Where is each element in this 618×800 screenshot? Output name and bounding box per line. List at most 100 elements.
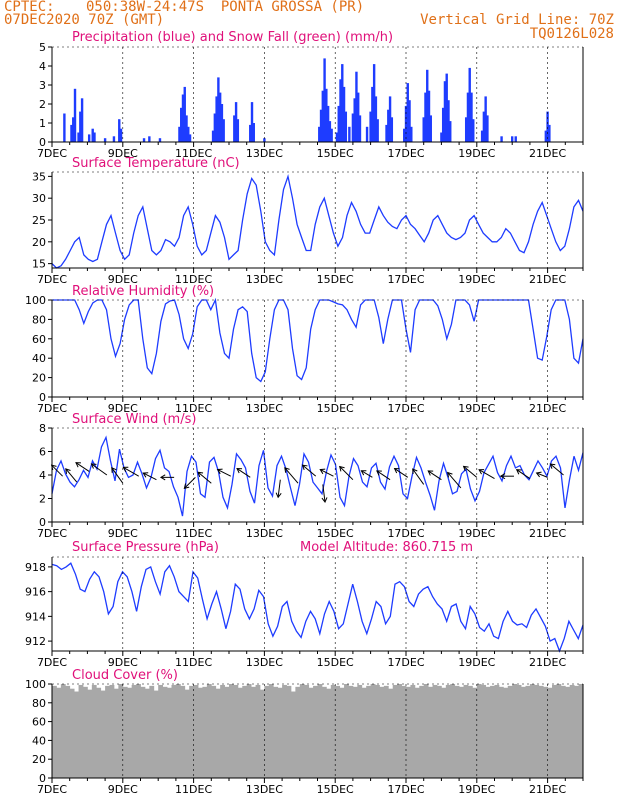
x-tick-label: 15DEC (317, 147, 354, 160)
y-tick-label: 1 (39, 117, 46, 130)
x-tick-label: 7DEC (37, 656, 67, 669)
cloud-bar (423, 684, 429, 778)
y-tick-label: 4 (39, 60, 46, 73)
cloud-bar (127, 687, 133, 778)
precip-bar (249, 124, 252, 142)
cloud-bar (65, 685, 71, 778)
precip-bar (218, 92, 222, 142)
wind-arrow (360, 470, 373, 478)
cloud-bar (295, 686, 301, 778)
pressure-line (51, 562, 584, 653)
temp-line (51, 173, 584, 269)
cloud-bar (171, 684, 177, 778)
cloud-bar (419, 685, 425, 778)
precip-bar (369, 111, 372, 142)
precip-bar (548, 124, 551, 142)
cloud-bar (543, 686, 548, 778)
precip-bar (77, 132, 80, 142)
cloud-bar (290, 691, 296, 778)
y-tick-label: 5 (39, 41, 46, 54)
cloud-bar (512, 684, 518, 778)
precip-bar (388, 96, 392, 142)
x-tick-label: 21DEC (529, 656, 566, 669)
y-tick-label: 30 (32, 192, 46, 205)
cloud-bar (96, 687, 102, 778)
cloud-bar (472, 687, 478, 778)
precip-bar (236, 119, 240, 142)
cloud-bar (317, 684, 323, 778)
cloud-bar (516, 684, 522, 778)
x-tick-label: 13DEC (246, 656, 283, 669)
x-tick-label: 7DEC (37, 273, 67, 286)
cloud-bar (193, 684, 199, 778)
rh-panel: Relative Humidity (%) 0 20 40 60 80 100 7DEC 9DE… (25, 284, 584, 415)
cloud-bar (529, 684, 535, 778)
precip-bar (181, 94, 185, 142)
precip-bar (342, 86, 346, 142)
cloud-bar (69, 688, 75, 778)
cloud-bar (383, 685, 389, 778)
x-tick-label: 7DEC (37, 783, 67, 796)
x-tick-label: 17DEC (387, 402, 424, 415)
cloud-bar (313, 685, 318, 778)
wind-arrow (197, 471, 212, 484)
cloud-bar (375, 684, 380, 778)
cloud-bar (149, 685, 155, 778)
y-tick-label: 80 (32, 697, 46, 710)
cloud-bar (521, 686, 526, 778)
x-tick-label: 7DEC (37, 527, 67, 540)
precip-bar (318, 126, 321, 142)
precip-bar (374, 96, 378, 142)
precip-bar (546, 111, 549, 142)
x-tick-label: 17DEC (387, 783, 424, 796)
cloud-bar (410, 684, 416, 778)
cloud-bar (299, 684, 305, 778)
precip-bar (410, 126, 413, 142)
y-tick-label: 100 (25, 294, 46, 307)
wind-arrow (236, 468, 251, 478)
x-tick-label: 13DEC (246, 273, 283, 286)
cloud-bar (237, 687, 243, 778)
precip-bar (148, 136, 151, 142)
wind-arrow (412, 468, 425, 485)
cloud-bar (273, 686, 279, 778)
x-tick-label: 21DEC (529, 527, 566, 540)
cloud-bar (498, 686, 504, 778)
cloud-bar (361, 687, 367, 778)
y-tick-label: 0 (39, 136, 46, 149)
wind-arrow (339, 465, 354, 481)
precip-bar (323, 58, 326, 142)
x-tick-label: 17DEC (387, 273, 424, 286)
wind-arrow (535, 471, 548, 478)
cloud-title: Cloud Cover (%) (72, 668, 178, 683)
cloud-bar (211, 685, 217, 778)
cloud-bar (503, 687, 509, 778)
pressure-title: Surface Pressure (hPa) (72, 540, 219, 555)
precip-bar (387, 109, 390, 142)
precip-bar (466, 92, 470, 142)
cloud-bar (534, 684, 540, 778)
x-tick-label: 11DEC (175, 783, 212, 796)
cloud-bar (308, 687, 314, 778)
y-tick-label: 20 (32, 753, 46, 766)
cloud-bar (78, 684, 84, 778)
precip-title: Precipitation (blue) and Snow Fall (gree… (72, 30, 393, 45)
precip-bar (188, 134, 192, 142)
x-tick-label: 9DEC (108, 527, 138, 540)
cloud-bar (467, 685, 473, 778)
wind-arrow (478, 469, 495, 479)
cloud-bar (547, 687, 553, 778)
precip-bar (185, 115, 188, 142)
temp-title: Surface Temperature (nC) (72, 156, 240, 171)
x-tick-label: 7DEC (37, 147, 67, 160)
cloud-bar (392, 684, 398, 778)
precip-bar (429, 115, 432, 142)
cloud-bar (242, 685, 248, 778)
precip-bar (353, 98, 356, 142)
precip-bar (217, 77, 220, 142)
wind-arrow (515, 469, 531, 479)
cloud-bar (428, 686, 433, 778)
cloud-bar (344, 684, 349, 778)
cloud-bar (91, 684, 97, 778)
